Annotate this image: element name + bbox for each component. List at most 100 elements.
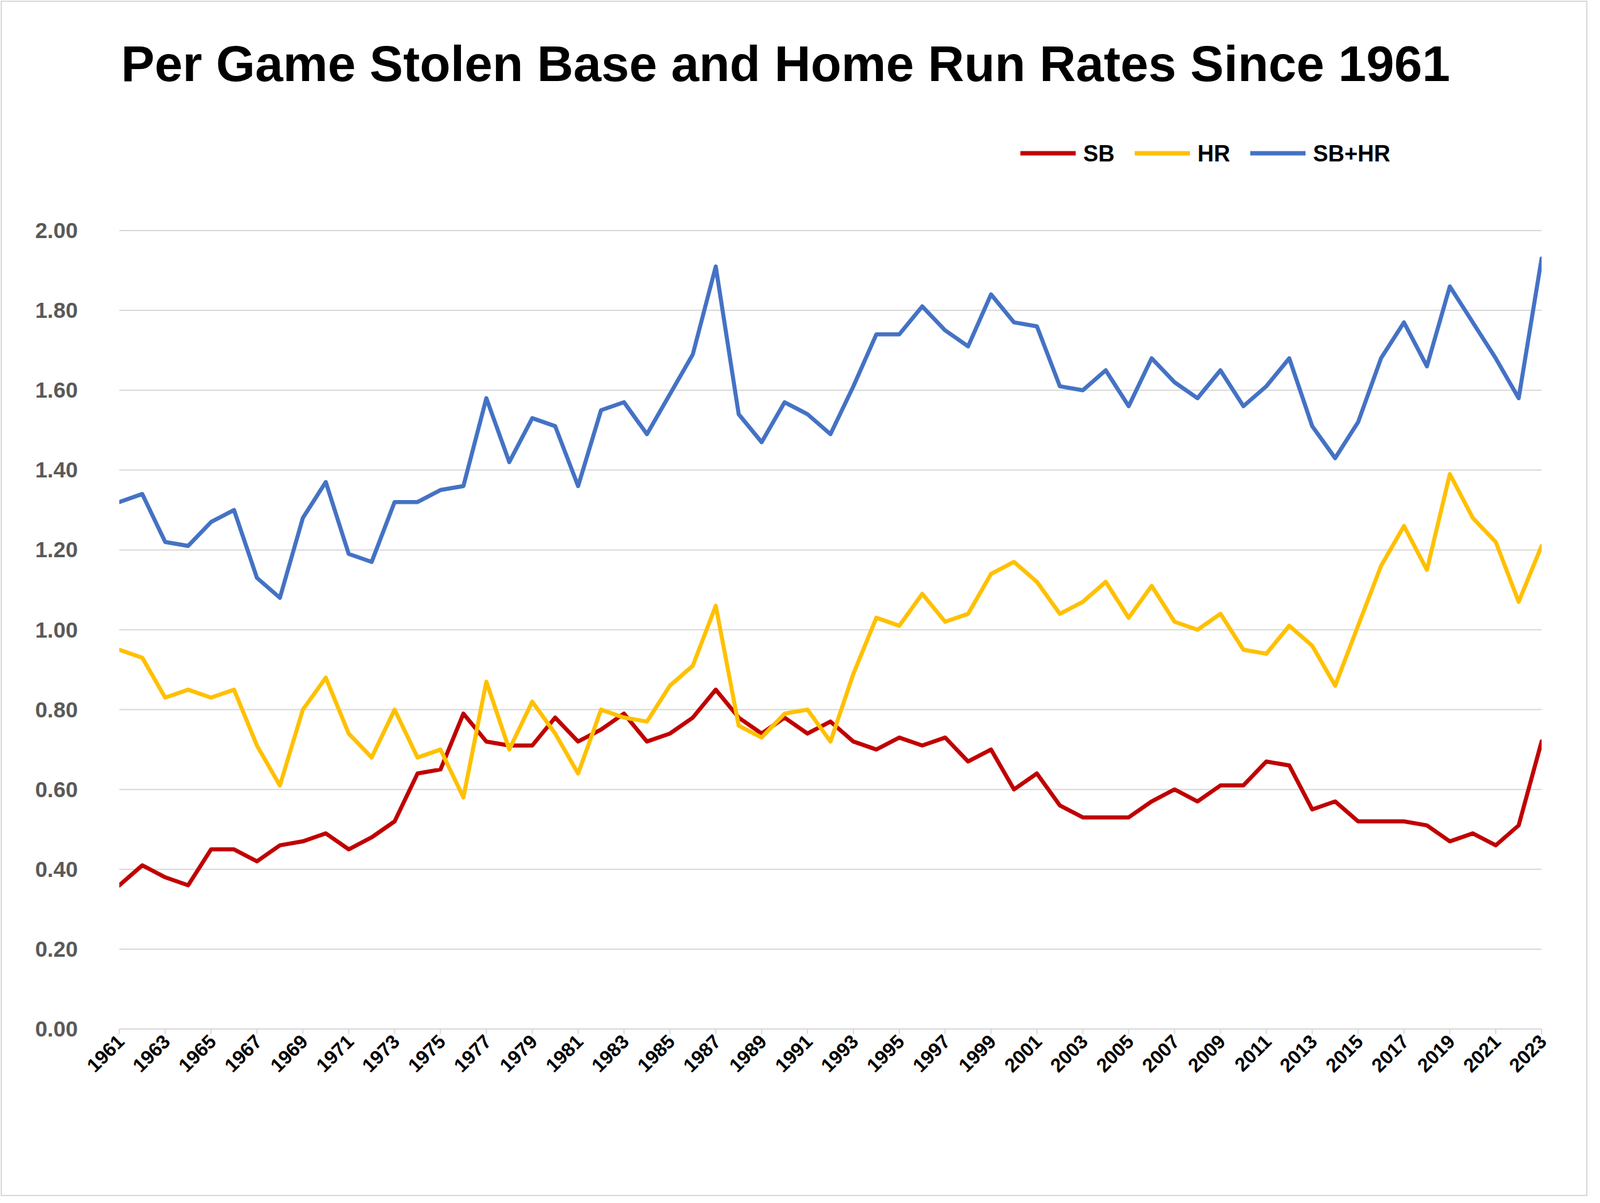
x-tick bbox=[1357, 1028, 1359, 1034]
x-tick-label: 1989 bbox=[724, 1029, 772, 1077]
x-tick-label: 1977 bbox=[449, 1029, 497, 1077]
x-tick bbox=[486, 1028, 488, 1034]
x-tick-label: 2015 bbox=[1321, 1029, 1368, 1077]
y-tick-label: 0.80 bbox=[35, 697, 78, 722]
x-tick-label: 1969 bbox=[266, 1029, 313, 1077]
x-tick bbox=[852, 1028, 855, 1034]
legend-swatch bbox=[1020, 151, 1076, 156]
x-tick-label: 1973 bbox=[357, 1029, 405, 1077]
x-tick-label: 2023 bbox=[1504, 1029, 1552, 1077]
x-tick bbox=[531, 1028, 534, 1034]
x-tick-label: 1995 bbox=[862, 1029, 910, 1077]
x-tick-label: 2017 bbox=[1367, 1029, 1414, 1077]
x-tick bbox=[393, 1028, 395, 1034]
x-tick-label: 2013 bbox=[1275, 1029, 1322, 1077]
grid-line bbox=[119, 708, 1542, 711]
grid-line bbox=[119, 948, 1542, 950]
grid-line bbox=[119, 868, 1542, 870]
x-tick bbox=[1540, 1028, 1543, 1034]
legend-swatch bbox=[1250, 151, 1306, 156]
y-tick-label: 1.20 bbox=[35, 536, 78, 562]
series-line bbox=[119, 258, 1542, 598]
legend-label: SB+HR bbox=[1313, 140, 1391, 167]
x-tick-label: 2011 bbox=[1230, 1029, 1276, 1076]
x-tick-label: 2019 bbox=[1412, 1029, 1460, 1077]
x-tick bbox=[715, 1028, 717, 1034]
x-tick bbox=[439, 1028, 441, 1034]
x-tick-label: 1971 bbox=[312, 1029, 359, 1077]
x-tick-label: 1985 bbox=[632, 1029, 680, 1077]
legend-label: SB bbox=[1083, 140, 1115, 167]
y-tick-label: 0.00 bbox=[35, 1016, 78, 1041]
x-tick bbox=[990, 1028, 992, 1034]
y-tick-label: 0.20 bbox=[35, 936, 78, 961]
y-tick-label: 1.40 bbox=[35, 457, 78, 482]
x-tick bbox=[761, 1028, 763, 1034]
x-tick bbox=[118, 1028, 120, 1034]
grid-line bbox=[119, 309, 1542, 311]
legend: SB HR SB+HR bbox=[1020, 140, 1391, 167]
grid-line bbox=[119, 389, 1542, 391]
x-tick-label: 2009 bbox=[1183, 1029, 1231, 1077]
x-tick bbox=[1265, 1028, 1268, 1034]
grid-line bbox=[119, 469, 1542, 471]
grid-line bbox=[119, 629, 1542, 631]
series-group bbox=[119, 258, 1542, 885]
x-tick bbox=[256, 1028, 258, 1034]
grid-line bbox=[119, 788, 1542, 790]
x-tick bbox=[1220, 1028, 1222, 1034]
x-tick-label: 1967 bbox=[220, 1029, 267, 1077]
x-tick bbox=[577, 1028, 579, 1034]
y-tick-label: 0.40 bbox=[35, 856, 78, 882]
x-tick bbox=[1449, 1028, 1451, 1034]
chart: 0.00 0.20 0.40 0.60 0.80 1.00 1.20 1.40 1.60 1.80… bbox=[0, 0, 1600, 1203]
x-tick bbox=[1403, 1028, 1405, 1034]
chart-title: Per Game Stolen Base and Home Run Rates … bbox=[107, 22, 1464, 106]
y-tick-label: 2.00 bbox=[35, 217, 78, 243]
x-tick-label: 1983 bbox=[587, 1029, 634, 1077]
x-tick bbox=[1495, 1028, 1497, 1034]
x-tick bbox=[164, 1028, 166, 1034]
chart-border bbox=[1, 1, 1587, 1195]
x-tick-label: 1963 bbox=[128, 1029, 175, 1077]
y-tick-label: 1.00 bbox=[35, 617, 78, 642]
x-tick bbox=[1036, 1028, 1038, 1034]
x-tick bbox=[347, 1028, 350, 1034]
x-tick bbox=[898, 1028, 900, 1034]
x-tick-label: 1961 bbox=[82, 1029, 129, 1077]
x-tick-label: 1987 bbox=[678, 1029, 726, 1077]
grid-line bbox=[119, 548, 1542, 551]
series-line bbox=[119, 474, 1542, 798]
x-tick-label: 1981 bbox=[541, 1029, 588, 1077]
x-tick-label: 1975 bbox=[403, 1029, 451, 1077]
x-tick bbox=[806, 1028, 809, 1034]
x-tick-label: 2021 bbox=[1458, 1029, 1506, 1077]
series-line bbox=[119, 689, 1542, 885]
grid-line bbox=[119, 229, 1542, 232]
y-tick-label: 0.60 bbox=[35, 776, 78, 802]
legend-label: HR bbox=[1197, 140, 1231, 167]
y-tick-label: 1.60 bbox=[35, 377, 78, 402]
x-tick bbox=[623, 1028, 625, 1034]
x-tick bbox=[210, 1028, 212, 1034]
legend-swatch bbox=[1134, 151, 1190, 156]
x-tick bbox=[1127, 1028, 1130, 1034]
x-tick bbox=[944, 1028, 946, 1034]
x-tick-label: 2003 bbox=[1046, 1029, 1093, 1077]
grid bbox=[119, 230, 1542, 1029]
x-tick-label: 2001 bbox=[1000, 1029, 1047, 1077]
x-tick-label: 2007 bbox=[1137, 1029, 1185, 1077]
x-tick-label: 1979 bbox=[495, 1029, 542, 1077]
x-tick-label: 2005 bbox=[1091, 1029, 1139, 1077]
x-tick bbox=[669, 1028, 671, 1034]
x-tick bbox=[1173, 1028, 1175, 1034]
x-tick bbox=[1081, 1028, 1084, 1034]
x-tick bbox=[302, 1028, 304, 1034]
y-tick-label: 1.80 bbox=[35, 297, 78, 323]
x-tick-label: 1999 bbox=[954, 1029, 1001, 1077]
x-tick-label: 1991 bbox=[770, 1029, 817, 1077]
x-tick-label: 1997 bbox=[908, 1029, 956, 1077]
grid-line bbox=[119, 1027, 1542, 1030]
x-tick bbox=[1311, 1028, 1314, 1034]
x-tick-label: 1993 bbox=[816, 1029, 863, 1077]
